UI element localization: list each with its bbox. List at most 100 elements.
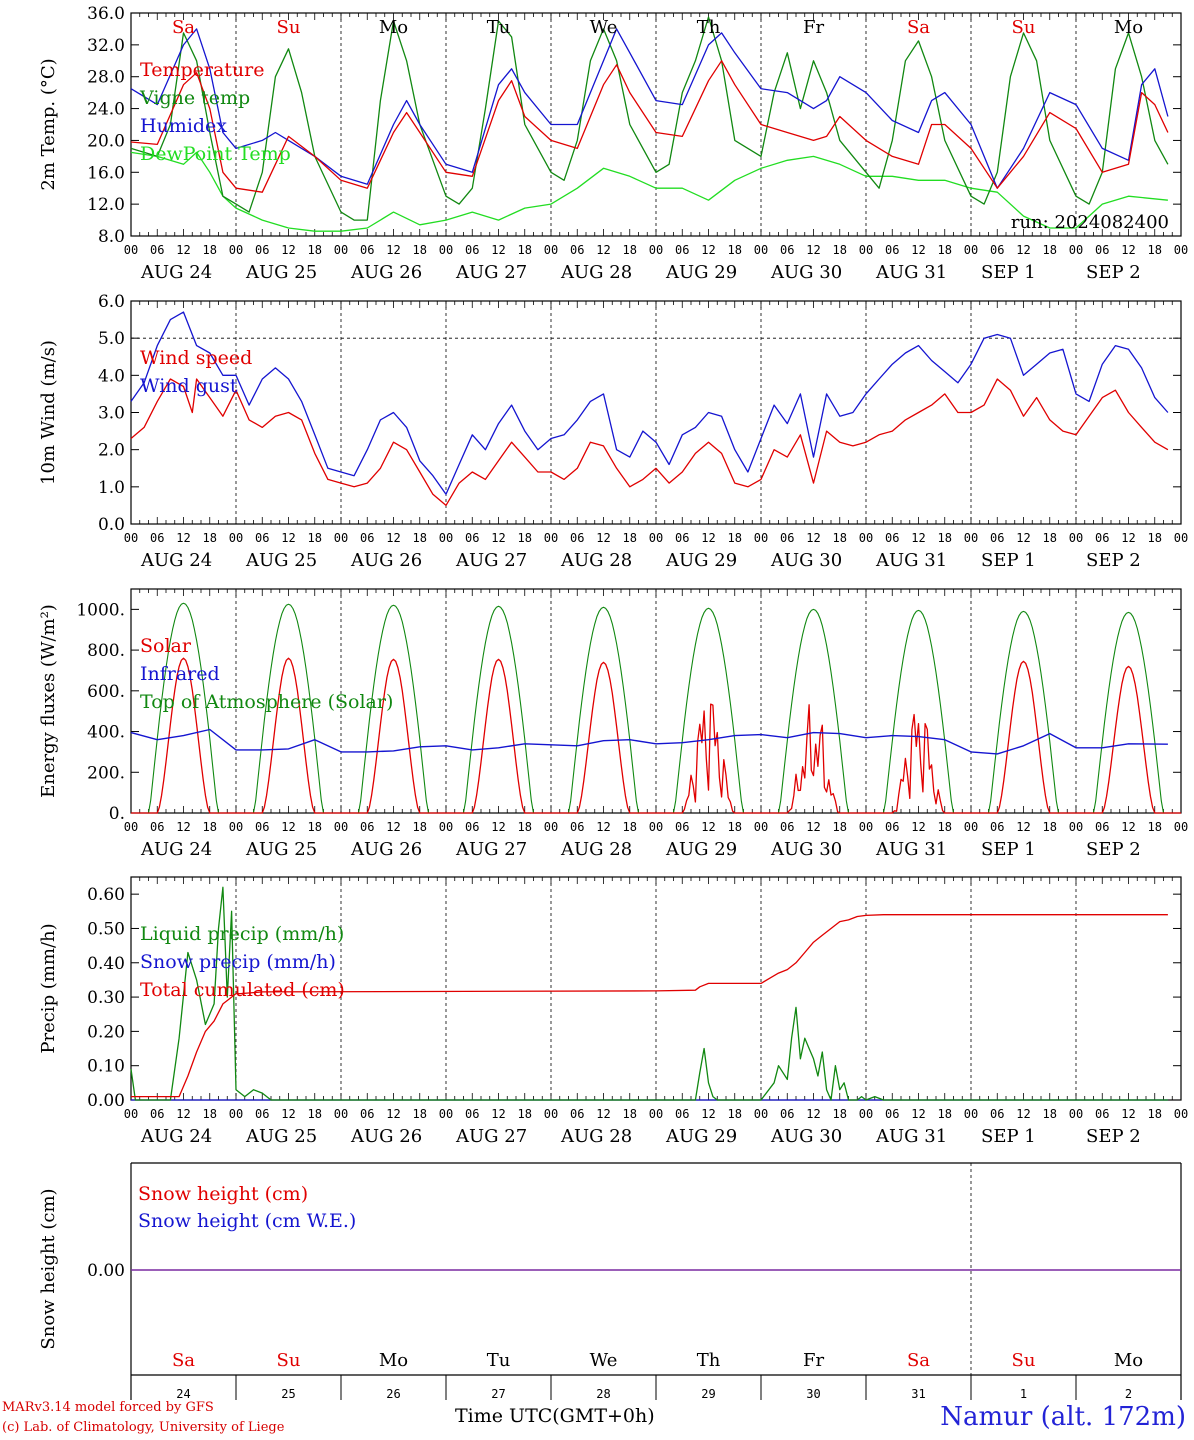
hour-tick-label: 06 <box>150 243 164 257</box>
date-label: AUG 29 <box>665 839 737 860</box>
series-liquid-precip-mm-h- <box>130 886 1168 1101</box>
hour-tick-label: 18 <box>938 820 952 834</box>
hour-tick-label: 12 <box>491 820 505 834</box>
series-total-cumulated-cm- <box>131 914 1168 1098</box>
hour-tick-label: 12 <box>491 243 505 257</box>
hour-tick-label: 06 <box>255 531 269 545</box>
date-label: AUG 30 <box>770 839 842 860</box>
hour-tick-label: 12 <box>176 820 190 834</box>
weekday-label: Su <box>1012 1350 1036 1371</box>
weekday-label: Su <box>277 17 301 38</box>
weekday-label: Sa <box>172 17 195 38</box>
hour-tick-label: 12 <box>1016 1107 1030 1121</box>
hour-tick-label: 12 <box>806 1107 820 1121</box>
hour-tick-label: 18 <box>518 820 532 834</box>
y-tick-label: 20.0 <box>87 131 125 151</box>
hour-tick-label: 00 <box>544 820 558 834</box>
hour-tick-label: 00 <box>964 243 978 257</box>
hour-tick-label: 18 <box>203 531 217 545</box>
date-label: AUG 30 <box>770 262 842 283</box>
hour-tick-label: 12 <box>806 820 820 834</box>
hour-tick-label: 06 <box>990 820 1004 834</box>
hour-tick-label: 18 <box>728 531 742 545</box>
hour-tick-label: 12 <box>1016 820 1030 834</box>
y-tick-label: 24.0 <box>87 100 125 120</box>
date-label: SEP 1 <box>981 550 1036 571</box>
hour-tick-label: 06 <box>780 1107 794 1121</box>
weekday-label: Tu <box>487 1350 511 1371</box>
hour-tick-label: 00 <box>229 531 243 545</box>
day-number: 27 <box>491 1387 505 1401</box>
hour-tick-label: 06 <box>780 820 794 834</box>
hour-tick-label: 06 <box>465 531 479 545</box>
legend-entry: Snow precip (mm/h) <box>140 951 336 973</box>
y-axis-label: Snow height (cm) <box>38 1188 59 1349</box>
day-number: 25 <box>281 1387 295 1401</box>
hour-tick-label: 18 <box>1043 243 1057 257</box>
hour-tick-label: 00 <box>439 531 453 545</box>
hour-tick-label: 06 <box>570 820 584 834</box>
date-label: AUG 28 <box>560 262 632 283</box>
y-axis-label: Precip (mm/h) <box>38 923 59 1053</box>
hour-tick-label: 12 <box>911 243 925 257</box>
hour-tick-label: 12 <box>596 820 610 834</box>
hour-tick-label: 06 <box>570 243 584 257</box>
hour-tick-label: 06 <box>1095 243 1109 257</box>
hour-tick-label: 06 <box>255 1107 269 1121</box>
hour-tick-label: 00 <box>964 531 978 545</box>
hour-tick-label: 06 <box>465 820 479 834</box>
y-tick-label: 36.0 <box>87 4 125 24</box>
date-label: AUG 28 <box>560 1126 632 1147</box>
y-axis-label: 10m Wind (m/s) <box>38 340 59 485</box>
date-label: SEP 1 <box>981 1126 1036 1147</box>
weekday-label: Sa <box>172 1350 195 1371</box>
hour-tick-label: 06 <box>885 820 899 834</box>
hour-tick-label: 06 <box>675 1107 689 1121</box>
hour-tick-label: 00 <box>754 531 768 545</box>
hour-tick-label: 00 <box>1174 1107 1188 1121</box>
weekday-label: Mo <box>1114 17 1143 38</box>
hour-tick-label: 18 <box>413 820 427 834</box>
date-label: AUG 26 <box>350 1126 422 1147</box>
weekday-label: Tu <box>487 17 511 38</box>
weekday-label: Su <box>277 1350 301 1371</box>
hour-tick-label: 00 <box>229 820 243 834</box>
hour-tick-label: 00 <box>859 1107 873 1121</box>
hour-tick-label: 12 <box>281 820 295 834</box>
hour-tick-label: 18 <box>413 531 427 545</box>
date-label: AUG 27 <box>455 1126 527 1147</box>
legend-entry: Wind gust <box>140 375 238 397</box>
date-label: SEP 1 <box>981 262 1036 283</box>
hour-tick-label: 18 <box>308 531 322 545</box>
hour-tick-label: 18 <box>1148 243 1162 257</box>
hour-tick-label: 06 <box>780 243 794 257</box>
weekday-label: Sa <box>907 1350 930 1371</box>
date-label: AUG 30 <box>770 1126 842 1147</box>
date-label: SEP 2 <box>1086 550 1141 571</box>
hour-tick-label: 06 <box>150 531 164 545</box>
weekday-label: Mo <box>379 1350 408 1371</box>
date-label: AUG 28 <box>560 550 632 571</box>
hour-tick-label: 00 <box>754 243 768 257</box>
y-tick-label: 0.60 <box>87 885 125 905</box>
series-humidex <box>130 28 1169 189</box>
day-number: 24 <box>176 1387 190 1401</box>
hour-tick-label: 06 <box>570 1107 584 1121</box>
hour-tick-label: 06 <box>255 243 269 257</box>
date-label: AUG 25 <box>245 1126 317 1147</box>
hour-tick-label: 00 <box>964 820 978 834</box>
hour-tick-label: 18 <box>623 820 637 834</box>
y-tick-label: 0.40 <box>87 954 125 974</box>
date-label: AUG 26 <box>350 262 422 283</box>
hour-tick-label: 12 <box>1121 531 1135 545</box>
day-number: 1 <box>1020 1387 1027 1401</box>
y-tick-label: 0.50 <box>87 919 125 939</box>
hour-tick-label: 12 <box>1121 1107 1135 1121</box>
hour-tick-label: 00 <box>334 243 348 257</box>
panel-frame <box>130 12 1182 237</box>
hour-tick-label: 06 <box>675 243 689 257</box>
hour-tick-label: 00 <box>124 1107 138 1121</box>
hour-tick-label: 06 <box>360 243 374 257</box>
date-label: AUG 28 <box>560 839 632 860</box>
date-label: AUG 31 <box>875 839 947 860</box>
